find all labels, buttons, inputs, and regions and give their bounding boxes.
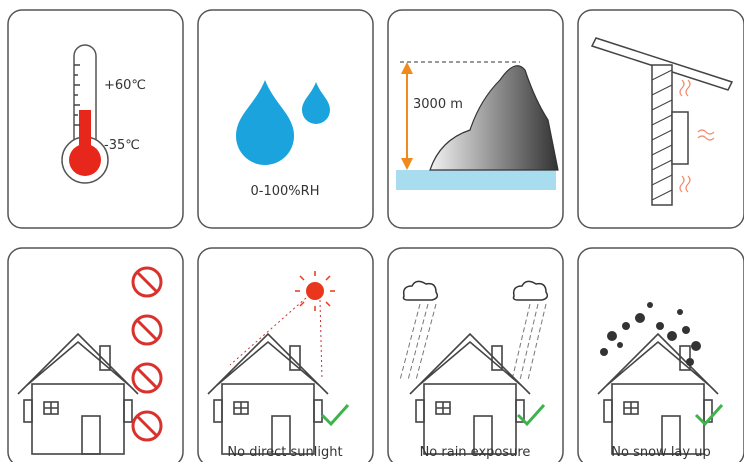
humidity-label: 0-100%RH [251, 184, 320, 199]
min-temperature: -35℃ [104, 138, 140, 153]
card-altitude: 3000 m [387, 9, 564, 229]
caption: No snow lay up [611, 445, 710, 460]
altitude-label: 3000 m [413, 97, 463, 112]
card-rain: No rain exposure [387, 247, 564, 462]
max-temperature: +60℃ [104, 78, 146, 93]
caption: No direct sunlight [227, 445, 342, 460]
caption: No rain exposure [420, 445, 531, 460]
card-mounting [577, 9, 744, 229]
card-temperature: +60℃ -35℃ [7, 9, 184, 229]
card-sunlight: No direct sunlight [197, 247, 374, 462]
card-no-fire [7, 247, 184, 462]
card-snow: No snow lay up [577, 247, 744, 462]
card-humidity: 0-100%RH [197, 9, 374, 229]
